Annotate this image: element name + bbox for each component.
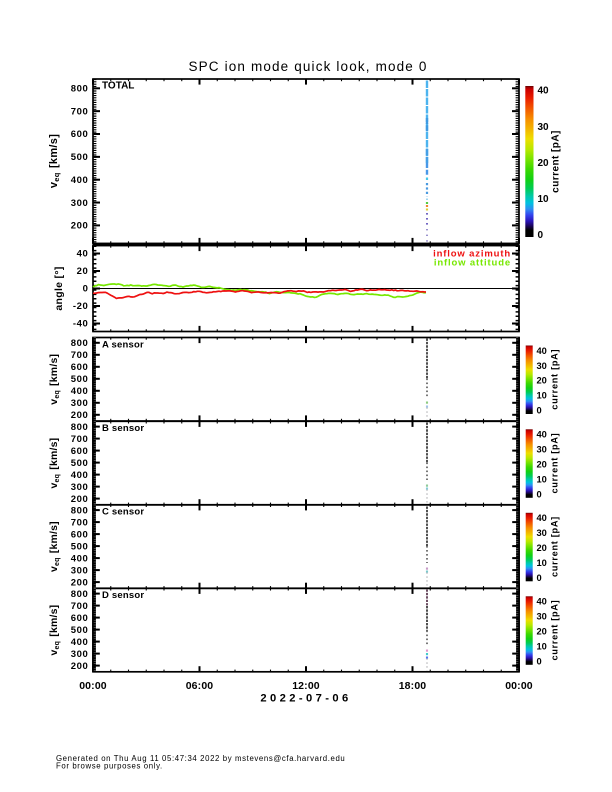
svg-text:300: 300 xyxy=(71,482,89,493)
svg-text:0: 0 xyxy=(83,284,89,295)
svg-text:0: 0 xyxy=(537,406,542,416)
svg-text:A sensor: A sensor xyxy=(102,339,144,350)
svg-text:18:00: 18:00 xyxy=(399,680,427,692)
svg-text:0: 0 xyxy=(538,230,544,241)
svg-text:300: 300 xyxy=(71,198,89,209)
svg-text:40: 40 xyxy=(537,346,547,356)
svg-text:200: 200 xyxy=(71,494,89,505)
svg-text:inflow attitude: inflow attitude xyxy=(434,257,511,268)
svg-text:current [pA]: current [pA] xyxy=(550,516,560,577)
svg-text:B sensor: B sensor xyxy=(102,423,144,434)
svg-text:200: 200 xyxy=(71,221,89,232)
svg-text:20: 20 xyxy=(77,266,89,277)
svg-text:400: 400 xyxy=(71,386,89,397)
svg-text:D sensor: D sensor xyxy=(102,590,144,601)
svg-text:40: 40 xyxy=(537,513,547,523)
svg-text:400: 400 xyxy=(71,175,89,186)
svg-text:200: 200 xyxy=(71,577,89,588)
svg-text:For browse purposes only.: For browse purposes only. xyxy=(56,762,163,771)
svg-text:400: 400 xyxy=(71,553,89,564)
svg-text:300: 300 xyxy=(71,649,89,660)
svg-text:700: 700 xyxy=(71,601,89,612)
svg-text:500: 500 xyxy=(71,458,89,469)
svg-text:600: 600 xyxy=(71,446,89,457)
svg-text:300: 300 xyxy=(71,398,89,409)
svg-text:current [pA]: current [pA] xyxy=(550,600,560,661)
svg-text:-40: -40 xyxy=(73,319,89,330)
svg-text:20: 20 xyxy=(537,460,547,470)
svg-text:600: 600 xyxy=(71,529,89,540)
svg-text:500: 500 xyxy=(71,541,89,552)
svg-text:06:00: 06:00 xyxy=(186,680,214,692)
svg-text:20: 20 xyxy=(537,376,547,386)
svg-text:angle [°]: angle [°] xyxy=(53,266,65,310)
svg-text:current [pA]: current [pA] xyxy=(550,349,560,410)
svg-text:20: 20 xyxy=(537,543,547,553)
svg-text:40: 40 xyxy=(537,430,547,440)
svg-text:600: 600 xyxy=(71,362,89,373)
svg-text:0: 0 xyxy=(537,489,542,499)
svg-text:300: 300 xyxy=(71,565,89,576)
svg-text:current [pA]: current [pA] xyxy=(550,433,560,494)
svg-text:20: 20 xyxy=(538,158,550,169)
svg-text:800: 800 xyxy=(71,84,89,95)
svg-text:10: 10 xyxy=(537,641,547,651)
svg-text:200: 200 xyxy=(71,661,89,672)
svg-text:2022-07-06: 2022-07-06 xyxy=(260,693,351,705)
svg-text:0: 0 xyxy=(537,656,542,666)
svg-text:10: 10 xyxy=(538,194,550,205)
svg-text:30: 30 xyxy=(537,612,547,622)
svg-text:00:00: 00:00 xyxy=(505,680,533,692)
svg-text:SPC ion mode quick look, mode: SPC ion mode quick look, mode 0 xyxy=(188,59,427,74)
svg-text:500: 500 xyxy=(71,625,89,636)
svg-text:800: 800 xyxy=(71,589,89,600)
svg-text:30: 30 xyxy=(537,361,547,371)
svg-text:10: 10 xyxy=(537,558,547,568)
svg-text:30: 30 xyxy=(537,528,547,538)
svg-text:800: 800 xyxy=(71,338,89,349)
svg-text:30: 30 xyxy=(537,445,547,455)
svg-text:800: 800 xyxy=(71,422,89,433)
svg-text:400: 400 xyxy=(71,637,89,648)
svg-text:800: 800 xyxy=(71,505,89,516)
svg-text:40: 40 xyxy=(77,249,89,260)
svg-text:current [pA]: current [pA] xyxy=(551,130,562,193)
svg-text:10: 10 xyxy=(537,474,547,484)
svg-text:C sensor: C sensor xyxy=(102,507,144,518)
svg-text:600: 600 xyxy=(71,129,89,140)
svg-text:600: 600 xyxy=(71,613,89,624)
svg-text:40: 40 xyxy=(537,597,547,607)
svg-text:0: 0 xyxy=(537,573,542,583)
svg-text:12:00: 12:00 xyxy=(292,680,320,692)
svg-text:700: 700 xyxy=(71,434,89,445)
svg-text:500: 500 xyxy=(71,374,89,385)
svg-text:20: 20 xyxy=(537,627,547,637)
svg-text:TOTAL: TOTAL xyxy=(102,81,134,92)
svg-text:700: 700 xyxy=(71,350,89,361)
svg-text:inflow azimuth: inflow azimuth xyxy=(433,248,511,259)
svg-text:500: 500 xyxy=(71,152,89,163)
svg-text:Generated on Thu Aug 11 05:47:: Generated on Thu Aug 11 05:47:34 2022 by… xyxy=(56,754,345,763)
svg-text:200: 200 xyxy=(71,410,89,421)
svg-text:-20: -20 xyxy=(73,301,89,312)
svg-text:10: 10 xyxy=(537,391,547,401)
svg-text:00:00: 00:00 xyxy=(79,680,107,692)
svg-text:veq [km/s]: veq [km/s] xyxy=(48,134,61,188)
svg-text:40: 40 xyxy=(538,86,550,97)
svg-text:700: 700 xyxy=(71,106,89,117)
svg-text:30: 30 xyxy=(538,122,550,133)
svg-text:400: 400 xyxy=(71,470,89,481)
svg-text:700: 700 xyxy=(71,517,89,528)
